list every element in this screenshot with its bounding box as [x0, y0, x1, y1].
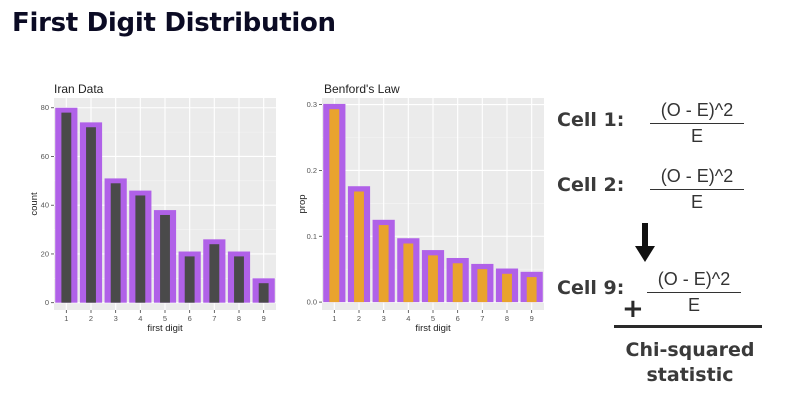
inner-bar [354, 191, 364, 303]
x-tick-label: 8 [237, 314, 241, 323]
inner-bar [184, 256, 195, 303]
x-tick-label: 8 [505, 314, 509, 323]
cell-2-formula: (O - E)^2 E [650, 166, 744, 213]
y-axis-label: count [29, 192, 40, 216]
iran-chart-title: Iran Data [54, 82, 104, 96]
y-tick-label: 80 [41, 103, 49, 112]
x-tick-label: 9 [530, 314, 534, 323]
cell-9-denominator: E [687, 295, 700, 315]
inner-bar [110, 183, 121, 303]
x-tick-label: 7 [480, 314, 484, 323]
inner-bar [378, 225, 389, 303]
x-tick-label: 5 [431, 314, 435, 323]
arrow-down-icon [635, 223, 655, 262]
x-axis-label: first digit [415, 323, 451, 334]
inner-bar [428, 255, 438, 303]
result-line-1: Chi-squared [625, 339, 755, 361]
cell-1-formula: (O - E)^2 E [650, 100, 744, 147]
x-tick-label: 4 [406, 314, 410, 323]
inner-bar [86, 127, 96, 303]
x-tick-label: 3 [382, 314, 386, 323]
inner-bar [61, 112, 72, 303]
y-tick-label: 40 [41, 201, 49, 210]
x-tick-label: 5 [163, 314, 167, 323]
x-tick-label: 2 [357, 314, 361, 323]
plus-sign: + [622, 294, 644, 324]
y-tick-label: 20 [41, 249, 49, 258]
y-tick-label: 0 [45, 298, 49, 307]
cell-2-denominator: E [690, 192, 703, 212]
chi-squared-result: Chi-squared statistic [600, 338, 780, 388]
inner-bar [209, 244, 220, 303]
inner-bar [502, 273, 512, 303]
y-tick-label: 0.0 [307, 298, 317, 307]
cell-1-label: Cell 1: [557, 109, 625, 131]
y-axis-label: prop [297, 194, 308, 213]
y-tick-label: 0.2 [307, 166, 317, 175]
x-tick-label: 1 [332, 314, 336, 323]
x-tick-label: 3 [114, 314, 118, 323]
x-tick-label: 4 [138, 314, 142, 323]
cell-1-denominator: E [690, 126, 703, 146]
inner-bar [403, 243, 414, 303]
sum-line [614, 325, 762, 328]
cell-9-label: Cell 9: [557, 277, 625, 299]
x-tick-label: 7 [212, 314, 216, 323]
x-tick-label: 1 [64, 314, 68, 323]
benford-chart-title: Benford's Law [324, 82, 400, 96]
inner-bar [526, 277, 537, 303]
y-tick-label: 60 [41, 152, 49, 161]
x-tick-label: 9 [262, 314, 266, 323]
page-title: First Digit Distribution [12, 8, 336, 38]
result-line-2: statistic [646, 364, 734, 386]
cell-9-numerator: (O - E)^2 [647, 269, 741, 293]
inner-bar [329, 109, 340, 303]
y-tick-label: 0.1 [307, 232, 317, 241]
x-tick-label: 2 [89, 314, 93, 323]
x-tick-label: 6 [456, 314, 460, 323]
y-tick-label: 0.3 [307, 100, 317, 109]
inner-bar [160, 214, 170, 303]
x-axis-label: first digit [147, 323, 183, 334]
inner-bar [477, 269, 488, 303]
iran-chart: 0 20 40 60 80 1 2 3 4 5 6 7 8 9 first digit count [29, 98, 276, 334]
cell-1-numerator: (O - E)^2 [650, 100, 744, 124]
inner-bar [234, 256, 244, 303]
inner-bar [452, 263, 463, 303]
cell-2-label: Cell 2: [557, 174, 625, 196]
x-tick-label: 6 [188, 314, 192, 323]
inner-bar [258, 283, 269, 303]
benford-chart: 0.0 0.1 0.2 0.3 1 2 3 4 5 6 7 8 9 first digit prop [297, 98, 544, 334]
inner-bar [135, 195, 146, 303]
cell-9-formula: (O - E)^2 E [647, 269, 741, 316]
cell-2-numerator: (O - E)^2 [650, 166, 744, 190]
